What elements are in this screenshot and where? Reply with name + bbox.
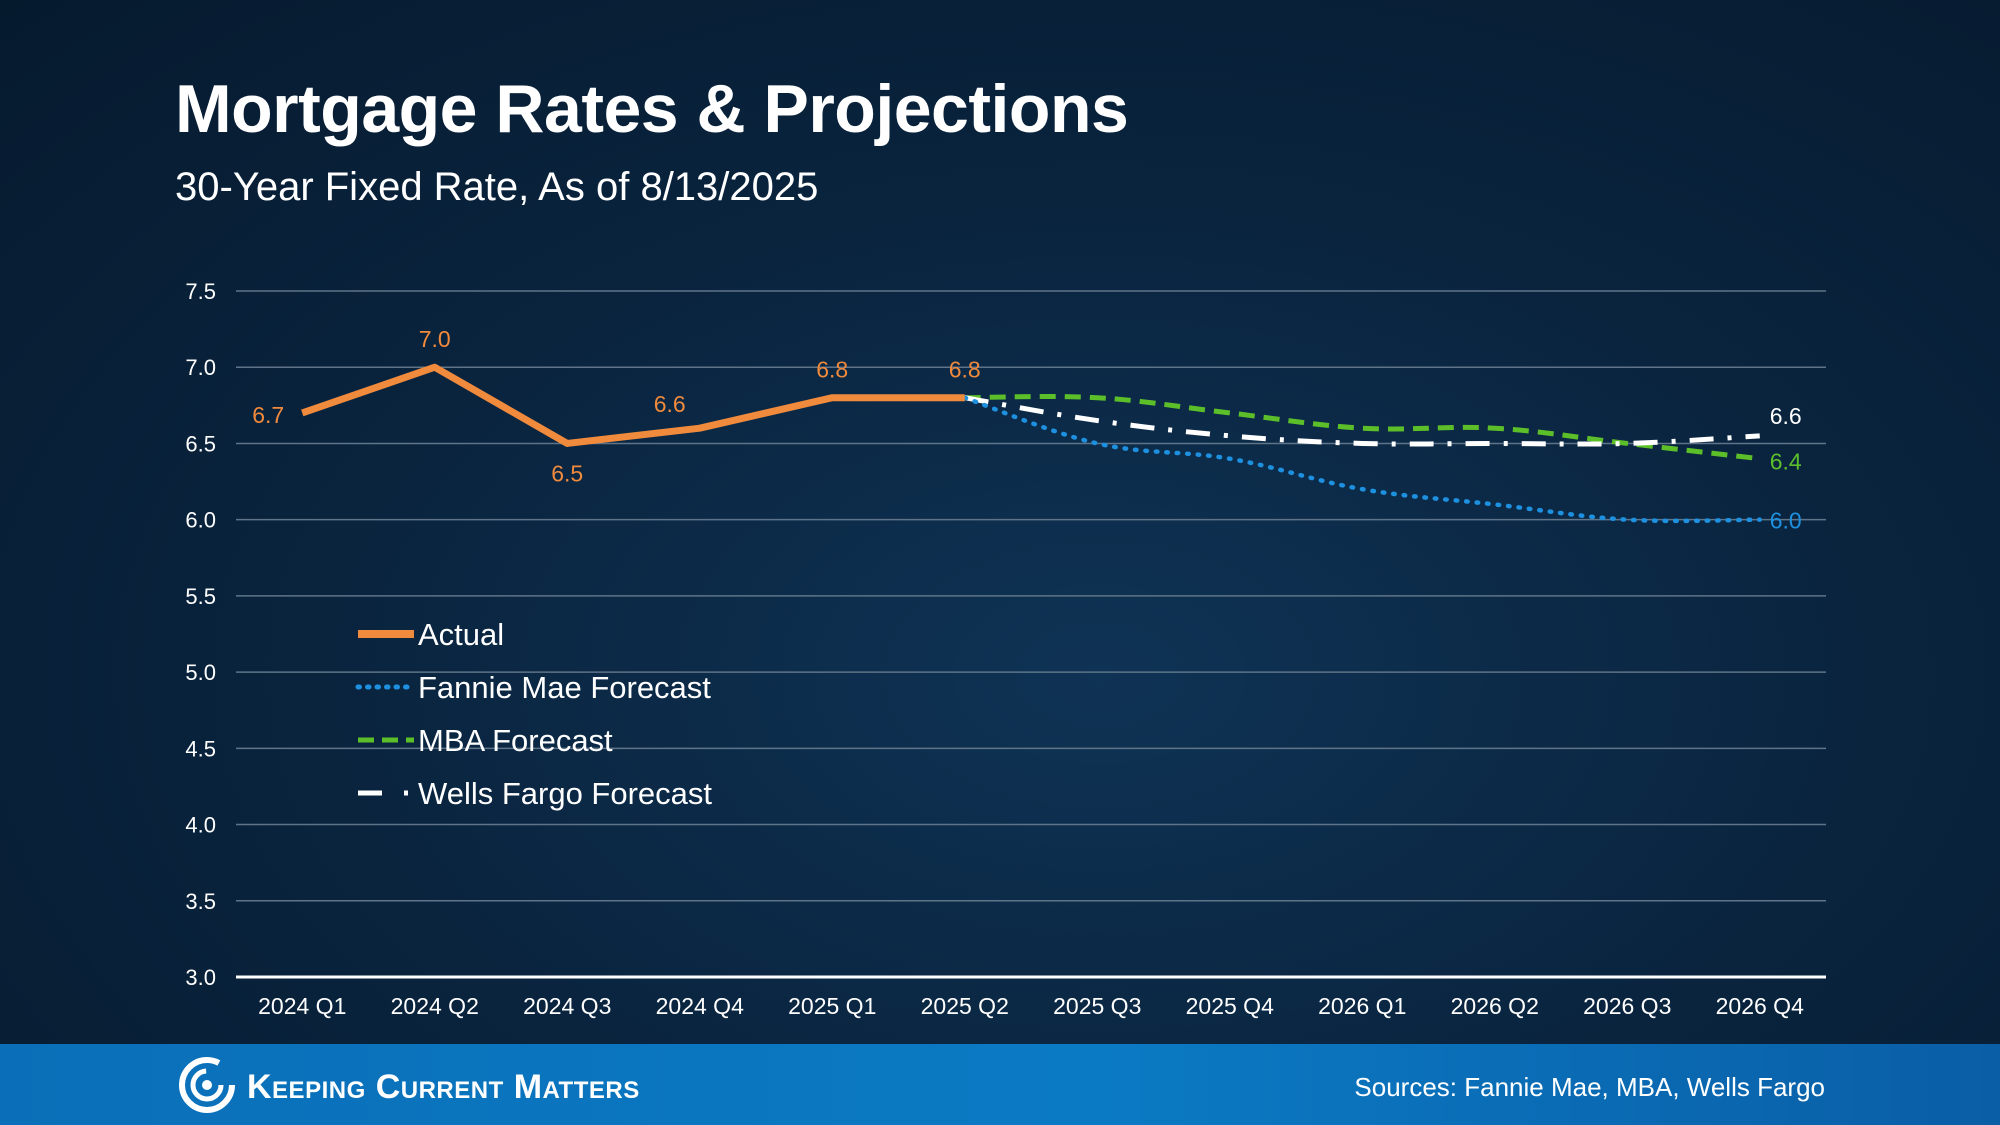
line-chart: 3.0 3.5 4.0 4.5 5.0 5.5 6.0 6.5 7.0 7.5 2024 Q1 202… xyxy=(185,279,1826,1019)
x-tick-label: 2024 Q2 xyxy=(391,993,479,1019)
data-label: 6.0 xyxy=(1770,508,1802,534)
x-tick-label: 2025 Q4 xyxy=(1186,993,1274,1019)
data-label: 6.6 xyxy=(654,391,686,417)
y-tick-label: 7.0 xyxy=(185,355,216,380)
chart-subtitle: 30-Year Fixed Rate, As of 8/13/2025 xyxy=(175,165,819,209)
brand-name: Keeping Current Matters xyxy=(247,1068,640,1106)
chart-title: Mortgage Rates & Projections xyxy=(175,71,1129,147)
data-label: 7.0 xyxy=(419,326,451,352)
legend-label: MBA Forecast xyxy=(418,723,613,758)
data-label: 6.8 xyxy=(816,357,848,383)
data-label: 6.7 xyxy=(252,402,284,428)
y-tick-label: 4.0 xyxy=(185,813,216,838)
series-line-wells-fargo-forecast xyxy=(964,395,1760,447)
y-tick-label: 5.5 xyxy=(185,584,216,609)
x-tick-label: 2026 Q4 xyxy=(1716,993,1804,1019)
series-line-fannie-mae-forecast xyxy=(962,395,1762,524)
x-tick-label: 2024 Q1 xyxy=(258,993,346,1019)
x-tick-label: 2026 Q1 xyxy=(1318,993,1406,1019)
x-tick-label: 2024 Q3 xyxy=(523,993,611,1019)
series-line-actual xyxy=(301,363,965,447)
y-tick-label: 6.5 xyxy=(185,431,216,456)
legend-label: Fannie Mae Forecast xyxy=(418,670,711,705)
data-label: 6.8 xyxy=(949,357,981,383)
x-tick-label: 2025 Q1 xyxy=(788,993,876,1019)
series-line-mba-forecast xyxy=(964,393,1761,462)
y-tick-label: 5.0 xyxy=(185,660,216,685)
y-tick-label: 6.0 xyxy=(185,508,216,533)
y-tick-label: 4.5 xyxy=(185,736,216,761)
y-tick-label: 3.5 xyxy=(185,889,216,914)
legend-label: Wells Fargo Forecast xyxy=(418,776,712,811)
data-label: 6.5 xyxy=(551,460,583,486)
legend-label: Actual xyxy=(418,617,504,652)
x-tick-label: 2025 Q3 xyxy=(1053,993,1141,1019)
x-tick-label: 2024 Q4 xyxy=(656,993,744,1019)
data-label: 6.6 xyxy=(1770,403,1802,429)
swirl-logo-icon xyxy=(178,1056,236,1114)
x-tick-label: 2025 Q2 xyxy=(921,993,1009,1019)
data-label: 6.4 xyxy=(1770,449,1802,475)
x-tick-label: 2026 Q2 xyxy=(1451,993,1539,1019)
x-tick-label: 2026 Q3 xyxy=(1583,993,1671,1019)
y-tick-label: 7.5 xyxy=(185,279,216,304)
y-tick-label: 3.0 xyxy=(185,965,216,990)
footer-bar: Keeping Current Matters Sources: Fannie … xyxy=(0,1044,2000,1125)
sources-note: Sources: Fannie Mae, MBA, Wells Fargo xyxy=(1354,1072,1825,1102)
